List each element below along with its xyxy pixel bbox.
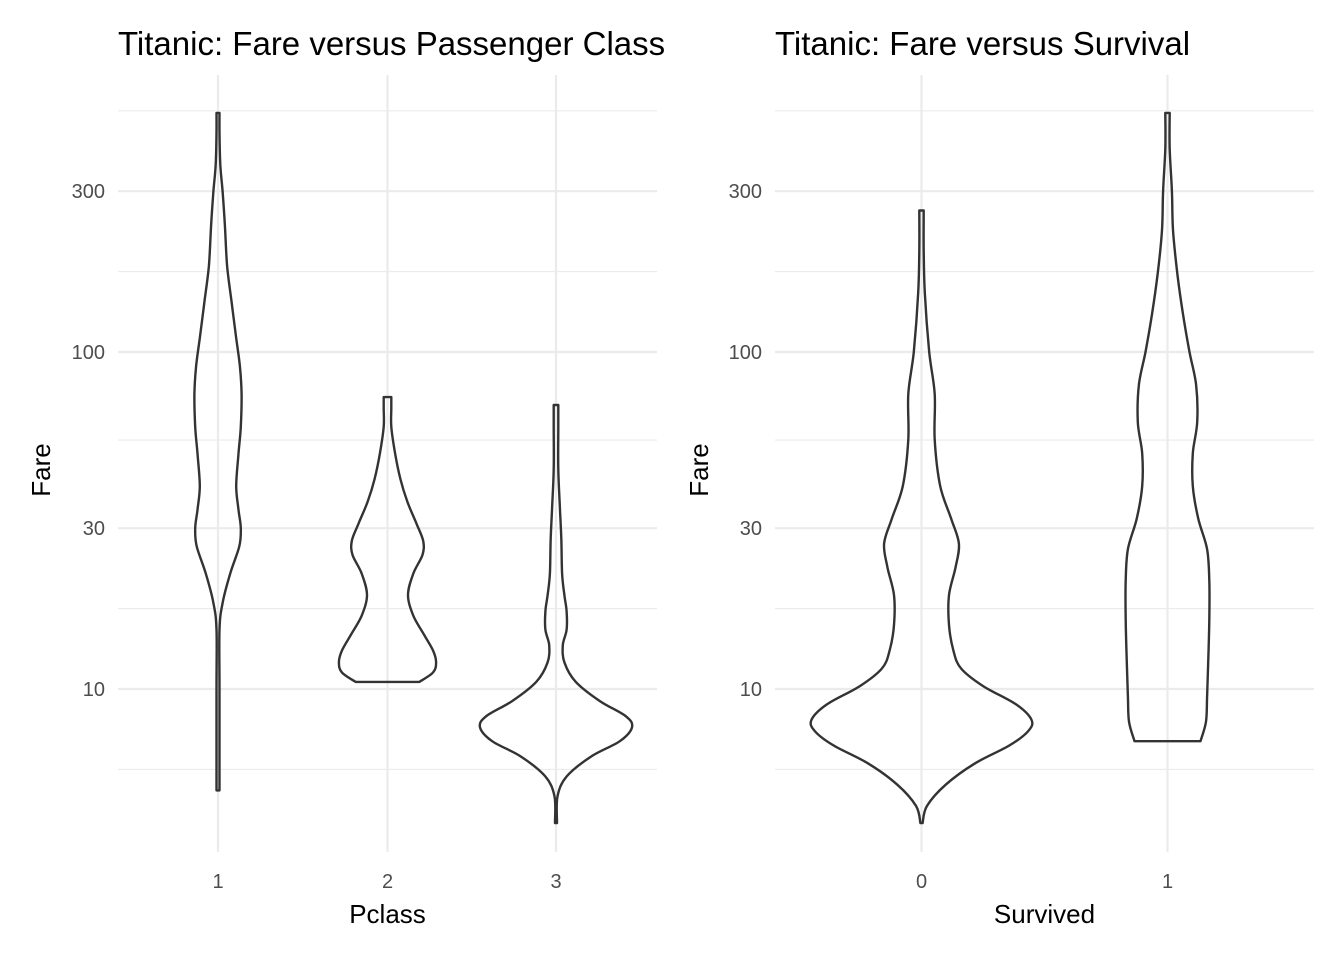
y-tick-label: 300 [729,181,762,203]
gridlines [118,75,657,852]
gridlines [775,75,1314,852]
chart-title: Titanic: Fare versus Survival [775,25,1190,62]
chart-title: Titanic: Fare versus Passenger Class [118,25,665,62]
x-tick-label: 1 [1162,871,1173,893]
x-axis-label: Survived [994,899,1095,929]
panel-fare-vs-pclass: 10 30 100 300 1 2 3 Pclass Fare Titanic: Fare ver… [26,25,665,929]
violin-1 [1124,111,1211,743]
y-axis-label: Fare [26,443,56,496]
x-tick-label: 0 [916,871,927,893]
y-tick-label: 10 [83,679,105,701]
y-tick-label: 10 [740,679,762,701]
x-tick-label: 1 [212,871,223,893]
violin-1 [193,111,243,792]
violin-2 [337,395,438,684]
y-tick-label: 30 [83,518,105,540]
y-tick-label: 100 [72,342,105,364]
violin-0 [809,209,1034,825]
x-tick-label: 2 [382,871,393,893]
y-axis-label: Fare [684,443,714,496]
y-tick-label: 100 [729,342,762,364]
x-axis-label: Pclass [349,899,426,929]
x-tick-label: 3 [550,871,561,893]
y-tick-label: 30 [740,518,762,540]
violin-3 [478,403,634,825]
panel-fare-vs-survival: 10 30 100 300 0 1 Survived Fare Titanic: Fare ve… [684,25,1314,929]
y-tick-label: 300 [72,181,105,203]
